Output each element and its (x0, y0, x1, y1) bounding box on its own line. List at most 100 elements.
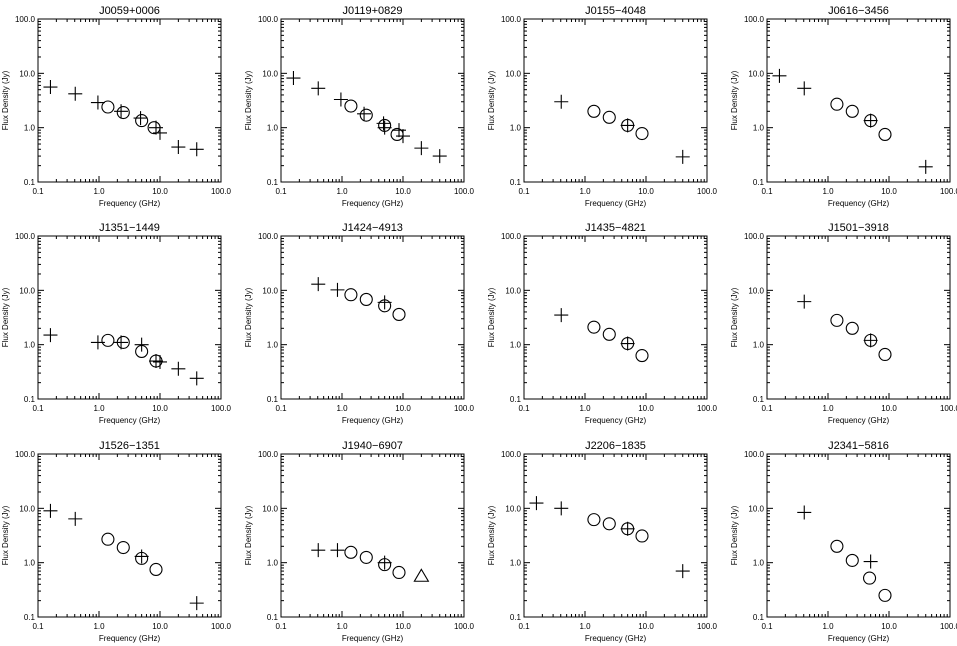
data-point-circle (344, 288, 358, 302)
data-point-circle (864, 114, 878, 128)
data-point-plus (134, 549, 149, 564)
x-tick-label: 10.0 (152, 622, 168, 631)
x-tick-label: 0.1 (761, 622, 773, 631)
data-point-plus (554, 94, 569, 109)
x-tick-label: 100.0 (697, 404, 718, 413)
data-point-circle (147, 121, 161, 135)
y-tick-label: 10.0 (19, 286, 35, 295)
y-tick-label: 0.1 (24, 613, 36, 622)
panel-4: 0.1 1.0 10.0 100.0 0.1 1.0 10.0 100.0 Frequency … (730, 5, 957, 208)
data-point-plus (918, 159, 933, 174)
x-axis-label: Frequency (GHz) (828, 416, 890, 425)
data-point-circle (830, 313, 844, 327)
data-point-circle (149, 354, 163, 368)
panel-title: J1435−4821 (585, 222, 646, 234)
data-point-plus (189, 596, 204, 611)
data-point-plus (797, 81, 812, 96)
data-point-circle (344, 99, 358, 113)
data-point-circle (359, 108, 373, 122)
data-point-plus (620, 336, 635, 351)
x-tick-label: 1.0 (579, 404, 591, 413)
plot-frame (280, 235, 465, 400)
data-point-plus (797, 505, 812, 520)
y-tick-label: 0.1 (753, 613, 765, 622)
x-axis-label: Frequency (GHz) (828, 634, 890, 643)
x-tick-label: 100.0 (697, 622, 718, 631)
y-tick-label: 100.0 (501, 450, 522, 459)
x-tick-label: 100.0 (454, 187, 475, 196)
data-point-triangle (413, 568, 430, 582)
x-tick-label: 0.1 (518, 404, 530, 413)
y-tick-label: 0.1 (24, 395, 36, 404)
data-point-circle (135, 114, 149, 128)
data-point-circle (878, 588, 892, 602)
data-point-circle (135, 551, 149, 565)
y-tick-label: 10.0 (505, 286, 521, 295)
data-point-circle (878, 347, 892, 362)
data-point-circle (621, 522, 635, 536)
x-axis-label: Frequency (GHz) (828, 199, 890, 208)
y-tick-label: 10.0 (505, 504, 521, 513)
y-tick-label: 100.0 (501, 232, 522, 241)
data-point-circle (602, 327, 616, 341)
x-tick-label: 10.0 (395, 187, 411, 196)
data-point-plus (414, 141, 429, 156)
x-axis-label: Frequency (GHz) (99, 416, 161, 425)
plot-frame (37, 453, 222, 618)
y-tick-label: 100.0 (744, 450, 765, 459)
data-point-circle (135, 344, 149, 359)
y-tick-label: 10.0 (19, 69, 35, 78)
data-point-circle (116, 540, 130, 555)
y-tick-label: 1.0 (24, 124, 36, 133)
data-point-circle (830, 539, 844, 553)
data-point-plus (377, 555, 392, 570)
x-axis-label: Frequency (GHz) (585, 199, 647, 208)
x-tick-label: 0.1 (32, 187, 44, 196)
data-point-plus (189, 142, 204, 157)
y-tick-label: 100.0 (258, 232, 279, 241)
x-axis-label: Frequency (GHz) (99, 634, 161, 643)
data-point-plus (311, 543, 326, 558)
data-point-plus (171, 361, 186, 376)
data-point-circle (845, 321, 859, 335)
y-tick-label: 0.1 (267, 613, 279, 622)
x-tick-label: 0.1 (518, 187, 530, 196)
y-tick-label: 1.0 (753, 559, 765, 568)
data-point-plus (134, 337, 149, 352)
data-point-circle (587, 320, 601, 334)
data-point-circle (101, 333, 115, 347)
data-point-plus (772, 68, 787, 83)
x-tick-label: 10.0 (152, 187, 168, 196)
x-tick-label: 0.1 (32, 404, 44, 413)
y-tick-label: 100.0 (258, 15, 279, 24)
y-axis-label: Flux Density (Jy) (730, 287, 739, 347)
panel-title: J1501−3918 (828, 222, 889, 234)
x-tick-label: 100.0 (940, 622, 957, 631)
panel-title: J1351−1449 (99, 222, 160, 234)
panel-11: 0.1 1.0 10.0 100.0 0.1 1.0 10.0 100.0 Frequency … (487, 440, 718, 643)
panel-2: 0.1 1.0 10.0 100.0 0.1 1.0 10.0 100.0 Frequency … (244, 5, 475, 208)
x-tick-label: 100.0 (454, 622, 475, 631)
x-axis-label: Frequency (GHz) (99, 199, 161, 208)
data-point-plus (797, 294, 812, 309)
data-point-circle (116, 105, 130, 120)
data-point-plus (189, 371, 204, 386)
y-tick-label: 1.0 (753, 124, 765, 133)
x-tick-label: 1.0 (579, 622, 591, 631)
data-point-circle (149, 562, 163, 577)
y-tick-label: 1.0 (267, 341, 279, 350)
y-tick-label: 1.0 (24, 341, 36, 350)
plot-frame (37, 18, 222, 183)
x-tick-label: 0.1 (32, 622, 44, 631)
y-axis-label: Flux Density (Jy) (487, 287, 496, 347)
data-point-plus (554, 308, 569, 323)
data-point-plus (286, 71, 301, 86)
x-tick-label: 10.0 (152, 404, 168, 413)
y-tick-label: 100.0 (15, 15, 36, 24)
x-axis-label: Frequency (GHz) (342, 416, 404, 425)
panel-10: 0.1 1.0 10.0 100.0 0.1 1.0 10.0 100.0 Frequency … (244, 440, 475, 643)
y-tick-label: 100.0 (501, 15, 522, 24)
data-point-circle (378, 558, 392, 572)
data-point-circle (635, 126, 649, 141)
